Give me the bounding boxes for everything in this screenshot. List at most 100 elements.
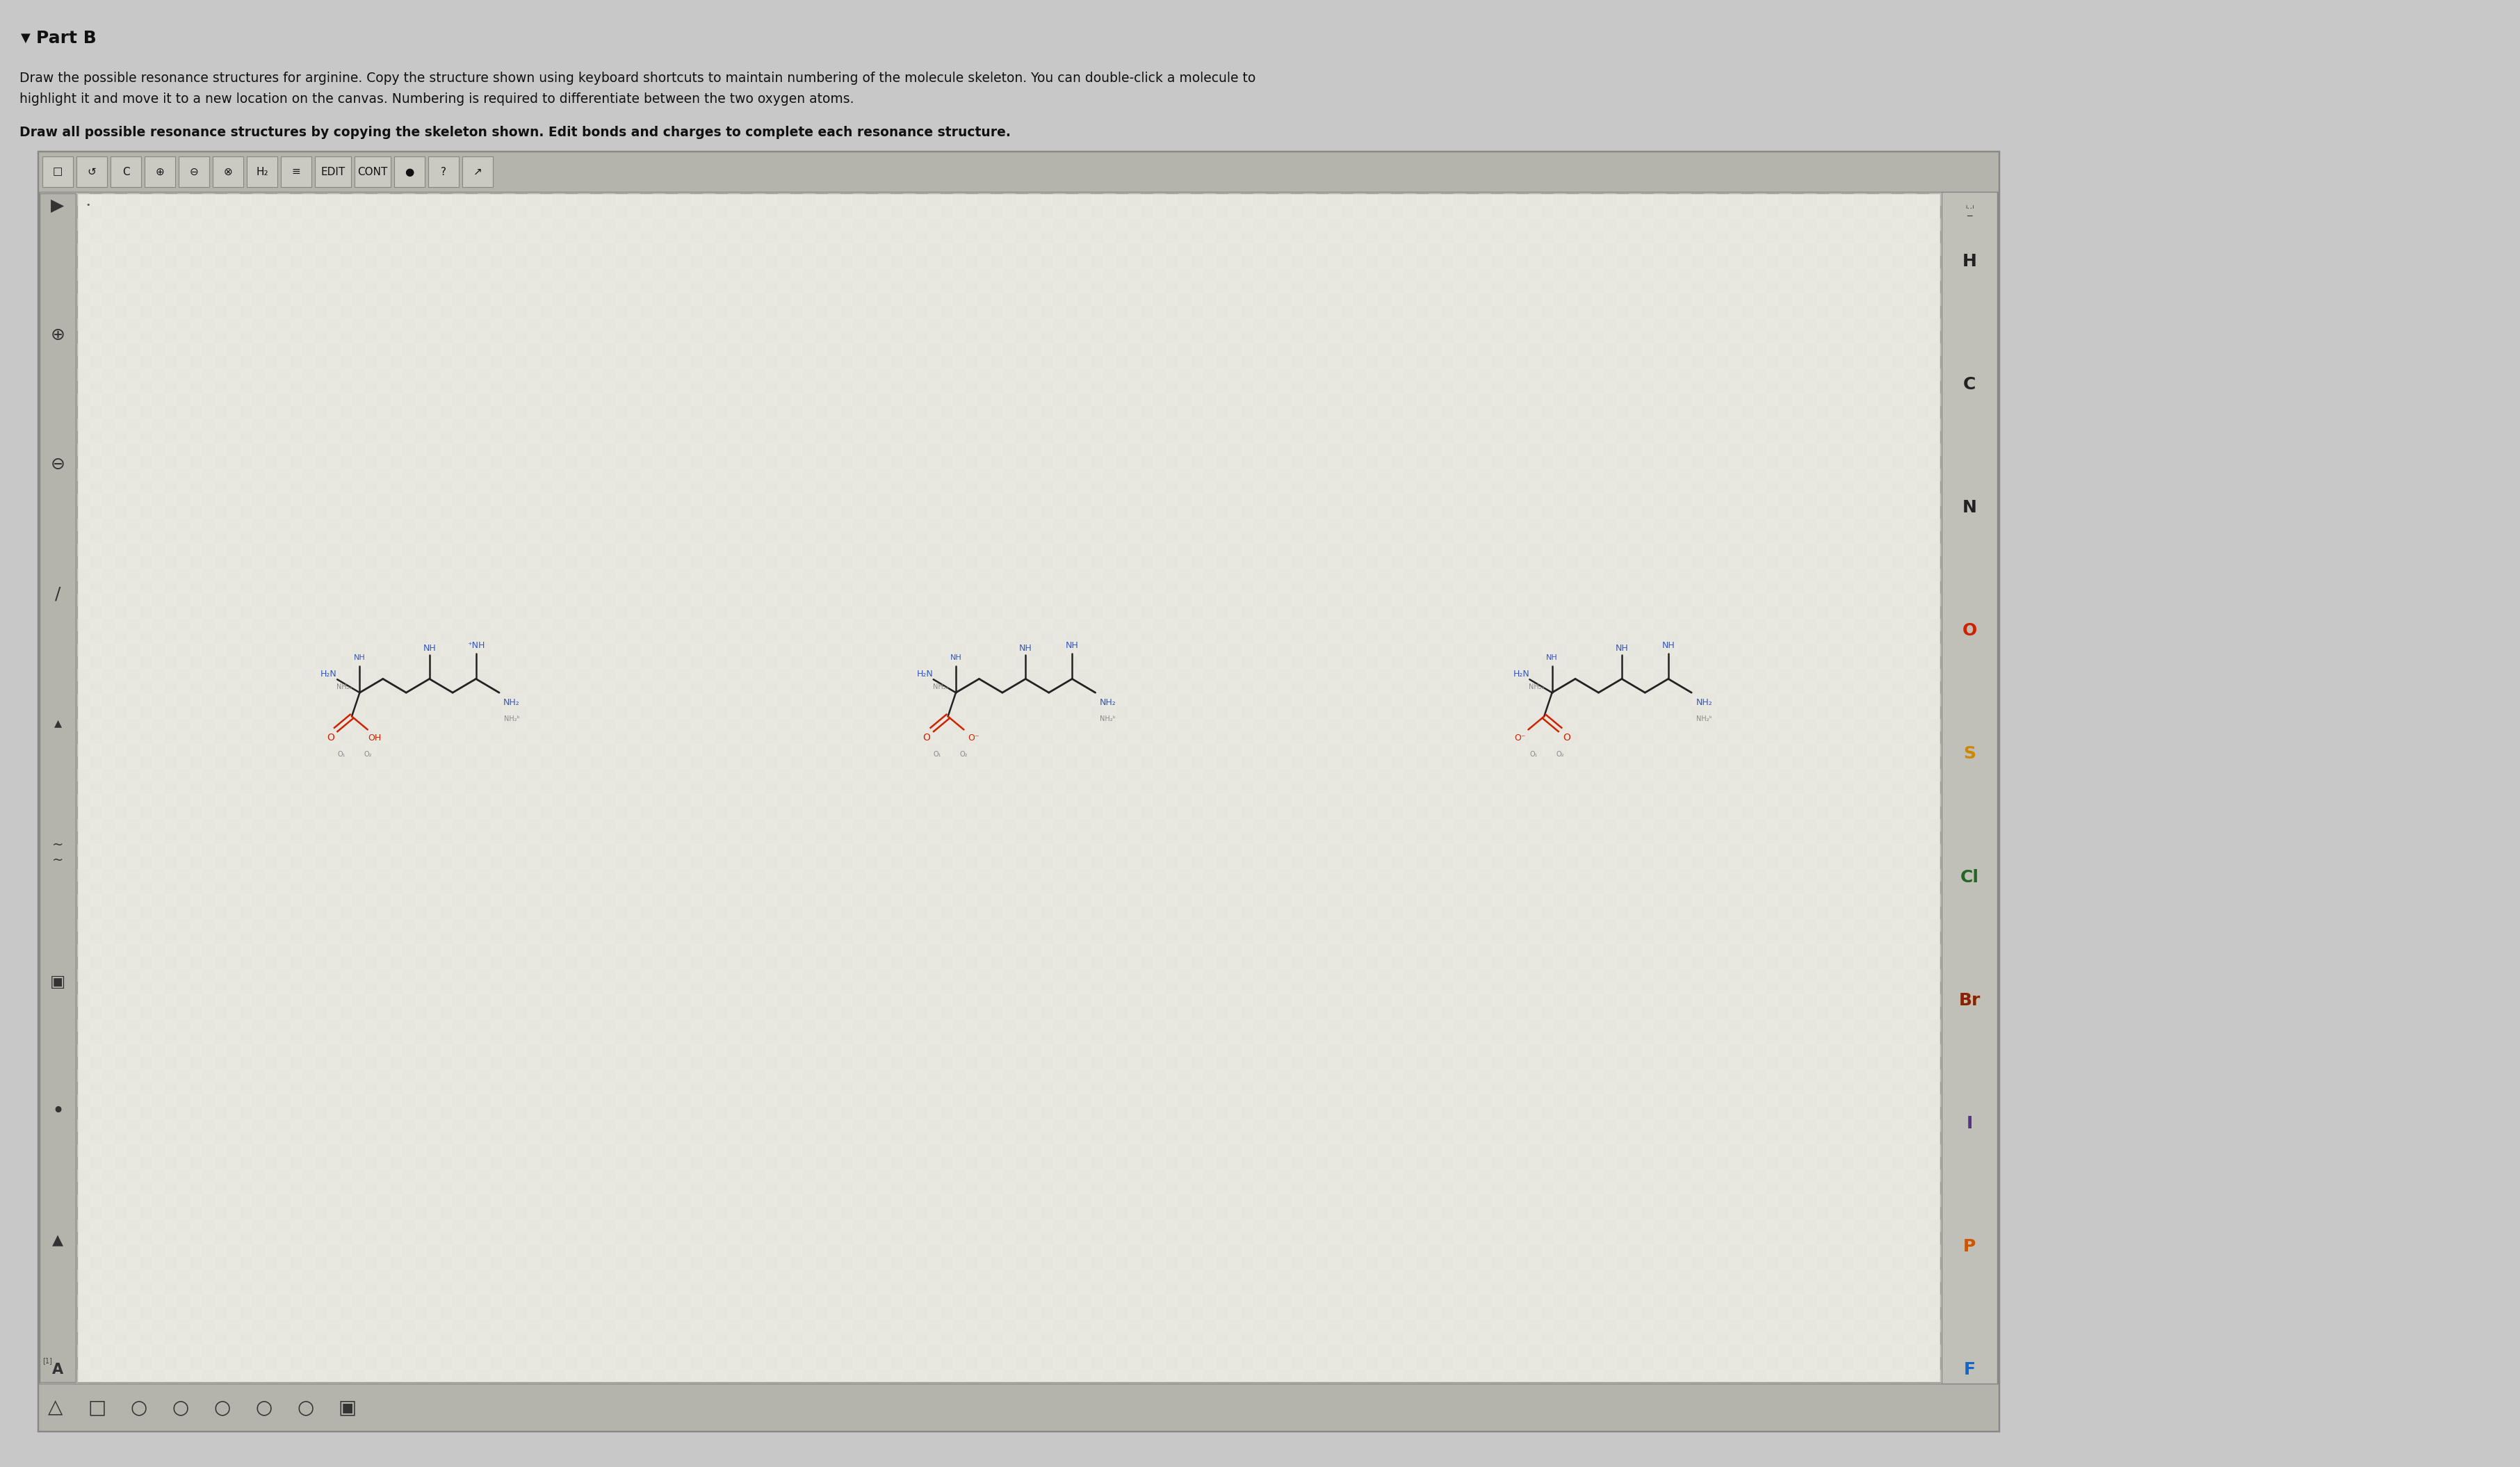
Bar [1441,1257,1454,1269]
Bar [202,995,214,1006]
Bar [391,1157,403,1169]
Bar [1842,481,1855,493]
Bar [365,332,378,343]
Bar [1416,1133,1429,1144]
Bar [391,1357,403,1370]
Bar [1240,431,1252,443]
Bar [1741,431,1754,443]
Bar [116,456,126,468]
Bar [1240,230,1252,244]
Bar [564,1031,577,1045]
Bar [915,1207,927,1219]
Bar [1104,920,1116,932]
Bar [953,244,965,255]
Bar [328,844,340,857]
Bar [1567,1257,1578,1269]
Bar [1792,981,1804,995]
Bar [1227,343,1240,356]
Bar [527,569,539,581]
Bar [328,1244,340,1257]
Bar [1590,332,1603,343]
Bar [1479,794,1492,807]
Bar [1704,1119,1716,1133]
Bar [890,1282,902,1294]
Bar [753,293,766,307]
Bar [539,807,552,819]
Bar [315,681,328,694]
Bar [1628,1119,1641,1133]
Bar [489,907,501,920]
Bar [665,531,678,544]
Bar [703,544,716,556]
Bar [877,393,890,406]
Bar [1315,556,1328,569]
Bar [1704,293,1716,307]
Bar [403,868,416,882]
Bar [1104,569,1116,581]
Bar [1603,1244,1615,1257]
Bar [501,644,514,656]
Bar [479,544,489,556]
Bar [890,1307,902,1320]
Bar [864,481,877,493]
Bar [466,481,479,493]
Bar [978,1345,990,1357]
Bar [1179,544,1192,556]
Bar [1517,1257,1530,1269]
Bar [265,1232,277,1244]
Bar [466,907,479,920]
Bar [479,844,489,857]
Bar [902,694,915,707]
Bar [940,307,953,318]
Bar [1179,443,1192,456]
Bar [252,868,265,882]
Bar [1666,882,1678,893]
Bar [1716,956,1729,970]
Bar [990,1031,1003,1045]
Bar [1918,556,1930,569]
Bar [539,1232,552,1244]
Bar [176,1269,189,1282]
Bar [1290,1006,1303,1020]
Bar [1129,493,1142,506]
Bar [753,1219,766,1232]
Bar [539,1006,552,1020]
Bar [1842,907,1855,920]
Text: Br: Br [1958,992,1981,1009]
Bar [1192,356,1205,368]
Bar [753,893,766,907]
Bar [1091,832,1104,844]
Bar [1767,307,1779,318]
Bar [590,456,602,468]
Bar [340,556,353,569]
Bar [1192,882,1205,893]
Bar [1179,569,1192,581]
Bar [527,1320,539,1332]
Bar [365,1182,378,1194]
Bar [940,332,953,343]
Bar [1041,230,1053,244]
Bar [514,1232,527,1244]
Bar [1653,769,1666,782]
Bar [189,606,202,619]
Bar [1517,1357,1530,1370]
Bar [1028,244,1041,255]
Bar [552,844,564,857]
Bar [1628,293,1641,307]
Bar [1315,907,1328,920]
Bar [842,956,852,970]
Bar [302,1144,315,1157]
Bar [552,819,564,832]
Bar [1678,594,1691,606]
Bar [1104,293,1116,307]
Bar [302,519,315,531]
Bar [1378,569,1391,581]
Bar [1328,368,1341,381]
Bar [842,332,852,343]
Bar [527,368,539,381]
Bar [116,832,126,844]
Bar [489,1207,501,1219]
Bar [1479,318,1492,332]
Bar [890,807,902,819]
Bar [1091,381,1104,393]
